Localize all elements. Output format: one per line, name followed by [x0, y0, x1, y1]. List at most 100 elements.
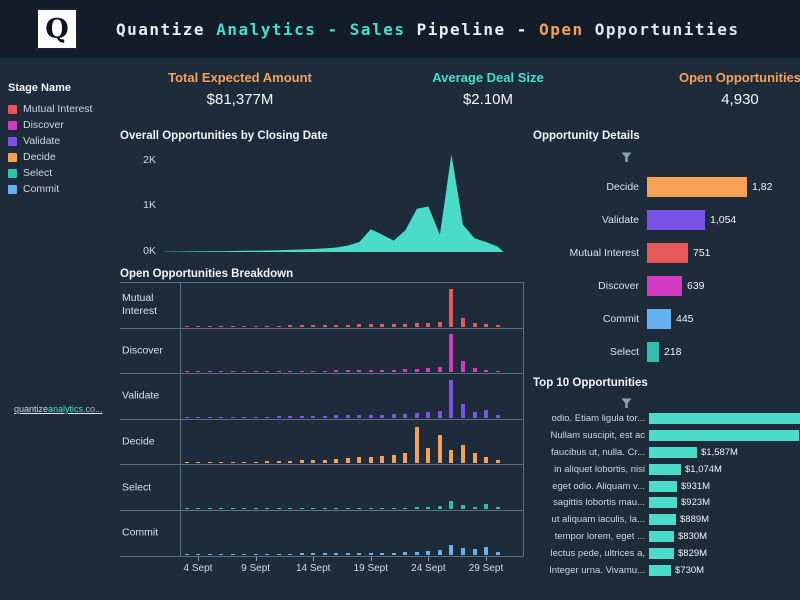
- breakdown-bar[interactable]: [495, 325, 500, 327]
- breakdown-bar[interactable]: [230, 553, 235, 555]
- breakdown-bar[interactable]: [414, 551, 419, 555]
- breakdown-bar[interactable]: [380, 414, 385, 418]
- breakdown-bar[interactable]: [461, 547, 465, 555]
- breakdown-bar[interactable]: [207, 371, 212, 373]
- breakdown-bar[interactable]: [414, 368, 419, 373]
- breakdown-bar[interactable]: [311, 415, 316, 418]
- breakdown-bar[interactable]: [426, 412, 431, 418]
- breakdown-bar[interactable]: [449, 379, 454, 418]
- breakdown-bar[interactable]: [207, 553, 212, 555]
- breakdown-bar[interactable]: [242, 461, 247, 464]
- breakdown-bar[interactable]: [345, 324, 350, 327]
- breakdown-bar[interactable]: [288, 507, 293, 509]
- breakdown-bar[interactable]: [219, 553, 223, 555]
- breakdown-bar[interactable]: [219, 325, 223, 327]
- breakdown-bar[interactable]: [403, 552, 408, 555]
- breakdown-bar[interactable]: [334, 370, 339, 373]
- breakdown-bar[interactable]: [403, 413, 408, 418]
- legend-item[interactable]: Select: [8, 165, 118, 181]
- breakdown-bar[interactable]: [276, 507, 281, 509]
- breakdown-bar[interactable]: [207, 325, 212, 327]
- area-series[interactable]: [120, 150, 525, 262]
- breakdown-bar[interactable]: [253, 461, 258, 464]
- top10-bar[interactable]: [649, 548, 674, 560]
- breakdown-bar[interactable]: [403, 453, 408, 464]
- breakdown-bar[interactable]: [368, 553, 373, 555]
- breakdown-bar[interactable]: [288, 371, 293, 373]
- breakdown-bar[interactable]: [196, 371, 200, 373]
- details-bar[interactable]: [647, 341, 659, 362]
- breakdown-bar[interactable]: [484, 456, 488, 464]
- breakdown-bar[interactable]: [426, 322, 431, 327]
- breakdown-bar[interactable]: [414, 507, 419, 509]
- breakdown-bar[interactable]: [322, 507, 327, 509]
- breakdown-bar[interactable]: [322, 370, 327, 373]
- breakdown-bar[interactable]: [495, 552, 500, 555]
- breakdown-bar[interactable]: [230, 371, 235, 373]
- breakdown-bar[interactable]: [265, 325, 270, 327]
- breakdown-bar[interactable]: [403, 369, 408, 373]
- breakdown-bar[interactable]: [288, 460, 293, 464]
- breakdown-bar[interactable]: [484, 369, 488, 373]
- breakdown-bar[interactable]: [391, 323, 396, 327]
- breakdown-bar[interactable]: [219, 462, 223, 464]
- breakdown-bar[interactable]: [242, 371, 247, 373]
- breakdown-bar[interactable]: [472, 323, 477, 327]
- breakdown-bar[interactable]: [299, 507, 304, 509]
- breakdown-bar[interactable]: [322, 415, 327, 418]
- breakdown-bar[interactable]: [196, 462, 200, 464]
- breakdown-bar[interactable]: [265, 371, 270, 373]
- breakdown-bar[interactable]: [484, 504, 488, 509]
- top10-bar[interactable]: [649, 412, 800, 424]
- details-bar[interactable]: [647, 275, 682, 296]
- breakdown-bar[interactable]: [219, 416, 223, 418]
- breakdown-bar[interactable]: [345, 370, 350, 373]
- breakdown-bar[interactable]: [461, 404, 465, 418]
- breakdown-bar[interactable]: [184, 507, 189, 509]
- breakdown-bar[interactable]: [345, 553, 350, 555]
- breakdown-bar[interactable]: [288, 325, 293, 327]
- breakdown-bar[interactable]: [311, 553, 316, 555]
- breakdown-bar[interactable]: [484, 324, 488, 327]
- breakdown-bar[interactable]: [437, 505, 442, 509]
- breakdown-bar[interactable]: [219, 507, 223, 509]
- breakdown-bar[interactable]: [414, 323, 419, 327]
- breakdown-bar[interactable]: [196, 553, 200, 555]
- legend-item[interactable]: Decide: [8, 149, 118, 165]
- breakdown-bar[interactable]: [368, 507, 373, 509]
- breakdown-bar[interactable]: [253, 507, 258, 509]
- legend-item[interactable]: Discover: [8, 117, 118, 133]
- breakdown-bar[interactable]: [437, 322, 442, 327]
- filter-icon[interactable]: [621, 398, 632, 409]
- breakdown-bar[interactable]: [449, 334, 454, 373]
- breakdown-bar[interactable]: [184, 553, 189, 555]
- breakdown-bar[interactable]: [403, 507, 408, 509]
- breakdown-bar[interactable]: [380, 455, 385, 464]
- top10-bar[interactable]: [649, 497, 677, 509]
- breakdown-bar[interactable]: [437, 410, 442, 418]
- breakdown-bar[interactable]: [322, 553, 327, 555]
- top10-bar[interactable]: [649, 564, 671, 576]
- breakdown-bar[interactable]: [484, 546, 488, 555]
- breakdown-bar[interactable]: [207, 462, 212, 464]
- breakdown-bar[interactable]: [345, 415, 350, 418]
- breakdown-bar[interactable]: [461, 445, 465, 464]
- legend-item[interactable]: Commit: [8, 181, 118, 197]
- breakdown-bar[interactable]: [276, 371, 281, 373]
- top10-bar[interactable]: [649, 480, 677, 492]
- breakdown-bar[interactable]: [322, 459, 327, 464]
- breakdown-bar[interactable]: [299, 415, 304, 418]
- breakdown-bar[interactable]: [461, 360, 465, 373]
- breakdown-bar[interactable]: [288, 553, 293, 555]
- breakdown-bar[interactable]: [472, 367, 477, 373]
- breakdown-bar[interactable]: [334, 415, 339, 418]
- breakdown-bar[interactable]: [472, 549, 477, 555]
- details-bar[interactable]: [647, 176, 747, 197]
- breakdown-bar[interactable]: [495, 507, 500, 509]
- breakdown-bar[interactable]: [495, 370, 500, 373]
- breakdown-bar[interactable]: [357, 370, 362, 373]
- footer-link[interactable]: quantizeanalytics.co...: [14, 404, 103, 414]
- breakdown-bar[interactable]: [472, 506, 477, 509]
- breakdown-bar[interactable]: [484, 410, 488, 418]
- breakdown-bar[interactable]: [380, 324, 385, 327]
